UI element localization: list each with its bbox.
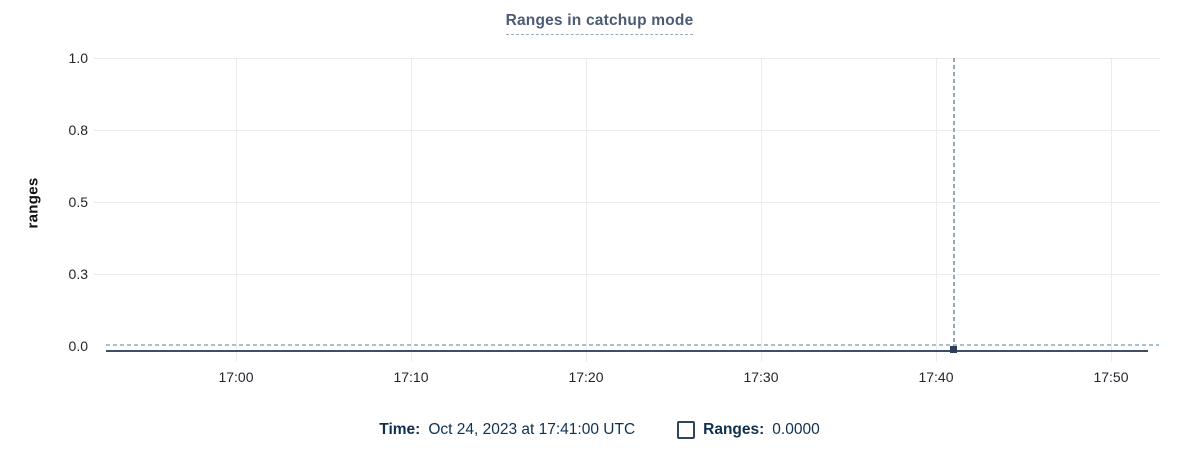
x-gridline: [761, 58, 762, 362]
y-tick-label: 0.8: [68, 122, 88, 138]
x-gridline: [236, 58, 237, 362]
series-label: Ranges:: [703, 421, 765, 438]
x-gridline: [1111, 58, 1112, 362]
chart-title-row: Ranges in catchup mode: [0, 12, 1199, 35]
y-tick-label: 1.0: [68, 50, 88, 66]
time-value: Oct 24, 2023 at 17:41:00 UTC: [428, 421, 636, 438]
x-axis-line: [106, 350, 1148, 352]
hover-point-dot: [950, 346, 957, 353]
y-gridline: [94, 130, 1160, 131]
y-tick-label: 0.5: [68, 194, 88, 210]
time-label: Time:: [379, 421, 421, 438]
series-line-ranges: [106, 344, 1159, 346]
x-tick-label: 17:30: [743, 369, 779, 385]
y-gridline: [94, 274, 1160, 275]
plot-area[interactable]: [106, 58, 1160, 352]
y-gridline: [94, 202, 1160, 203]
hover-legend: Time: Oct 24, 2023 at 17:41:00 UTC Range…: [0, 421, 1199, 439]
x-gridline: [586, 58, 587, 362]
x-tick-label: 17:00: [218, 369, 254, 385]
y-tick-label: 0.0: [68, 338, 88, 354]
x-gridline: [411, 58, 412, 362]
y-tick-label: 0.3: [68, 266, 88, 282]
x-gridline: [936, 58, 937, 362]
x-tick-label: 17:20: [568, 369, 604, 385]
x-tick-label: 17:40: [918, 369, 954, 385]
x-tick-label: 17:10: [393, 369, 429, 385]
series-value: 0.0000: [772, 421, 820, 438]
y-gridline: [94, 58, 1160, 59]
hover-crosshair: [953, 58, 955, 352]
legend-series-toggle[interactable]: Ranges: 0.0000: [677, 421, 820, 439]
series-checkbox[interactable]: [677, 421, 696, 439]
chart-title[interactable]: Ranges in catchup mode: [505, 12, 694, 35]
x-tick-label: 17:50: [1093, 369, 1129, 385]
